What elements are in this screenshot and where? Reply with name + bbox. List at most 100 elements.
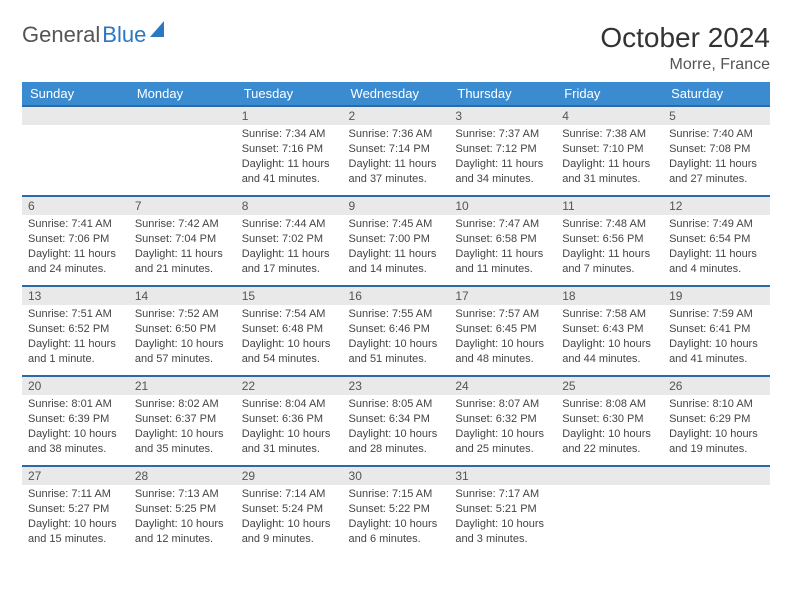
weekday-header: Sunday bbox=[22, 82, 129, 105]
sunset-line: Sunset: 6:43 PM bbox=[562, 322, 657, 337]
day-body: Sunrise: 7:45 AMSunset: 7:00 PMDaylight:… bbox=[343, 215, 450, 280]
day-number: 26 bbox=[663, 375, 770, 395]
day-body: Sunrise: 7:36 AMSunset: 7:14 PMDaylight:… bbox=[343, 125, 450, 190]
sunrise-line: Sunrise: 7:48 AM bbox=[562, 217, 657, 232]
sunrise-line: Sunrise: 8:07 AM bbox=[455, 397, 550, 412]
sunrise-line: Sunrise: 7:49 AM bbox=[669, 217, 764, 232]
day-body bbox=[556, 485, 663, 491]
day-number: 12 bbox=[663, 195, 770, 215]
sunrise-line: Sunrise: 7:36 AM bbox=[349, 127, 444, 142]
daylight-line: Daylight: 11 hours and 27 minutes. bbox=[669, 157, 764, 187]
daylight-line: Daylight: 10 hours and 28 minutes. bbox=[349, 427, 444, 457]
calendar-day-cell: 31Sunrise: 7:17 AMSunset: 5:21 PMDayligh… bbox=[449, 465, 556, 555]
sunrise-line: Sunrise: 8:10 AM bbox=[669, 397, 764, 412]
sunrise-line: Sunrise: 8:02 AM bbox=[135, 397, 230, 412]
sunset-line: Sunset: 6:46 PM bbox=[349, 322, 444, 337]
day-body bbox=[663, 485, 770, 491]
sunset-line: Sunset: 6:30 PM bbox=[562, 412, 657, 427]
daylight-line: Daylight: 11 hours and 21 minutes. bbox=[135, 247, 230, 277]
sunrise-line: Sunrise: 7:47 AM bbox=[455, 217, 550, 232]
daylight-line: Daylight: 10 hours and 48 minutes. bbox=[455, 337, 550, 367]
daylight-line: Daylight: 10 hours and 22 minutes. bbox=[562, 427, 657, 457]
daylight-line: Daylight: 10 hours and 6 minutes. bbox=[349, 517, 444, 547]
calendar-day-cell: 19Sunrise: 7:59 AMSunset: 6:41 PMDayligh… bbox=[663, 285, 770, 375]
sunrise-line: Sunrise: 7:44 AM bbox=[242, 217, 337, 232]
daylight-line: Daylight: 10 hours and 25 minutes. bbox=[455, 427, 550, 457]
calendar-day-cell: 23Sunrise: 8:05 AMSunset: 6:34 PMDayligh… bbox=[343, 375, 450, 465]
day-number: 4 bbox=[556, 105, 663, 125]
sunrise-line: Sunrise: 7:34 AM bbox=[242, 127, 337, 142]
day-number bbox=[663, 465, 770, 485]
day-body bbox=[22, 125, 129, 131]
calendar-day-cell: 27Sunrise: 7:11 AMSunset: 5:27 PMDayligh… bbox=[22, 465, 129, 555]
calendar-day-cell bbox=[663, 465, 770, 555]
sunset-line: Sunset: 6:48 PM bbox=[242, 322, 337, 337]
day-number: 5 bbox=[663, 105, 770, 125]
day-body: Sunrise: 7:55 AMSunset: 6:46 PMDaylight:… bbox=[343, 305, 450, 370]
calendar-day-cell: 30Sunrise: 7:15 AMSunset: 5:22 PMDayligh… bbox=[343, 465, 450, 555]
day-body: Sunrise: 7:13 AMSunset: 5:25 PMDaylight:… bbox=[129, 485, 236, 550]
sunrise-line: Sunrise: 7:15 AM bbox=[349, 487, 444, 502]
day-body: Sunrise: 7:49 AMSunset: 6:54 PMDaylight:… bbox=[663, 215, 770, 280]
day-body: Sunrise: 8:05 AMSunset: 6:34 PMDaylight:… bbox=[343, 395, 450, 460]
day-number bbox=[556, 465, 663, 485]
sunset-line: Sunset: 5:25 PM bbox=[135, 502, 230, 517]
day-body: Sunrise: 7:17 AMSunset: 5:21 PMDaylight:… bbox=[449, 485, 556, 550]
daylight-line: Daylight: 11 hours and 17 minutes. bbox=[242, 247, 337, 277]
day-number: 27 bbox=[22, 465, 129, 485]
day-number: 11 bbox=[556, 195, 663, 215]
calendar-week-row: 6Sunrise: 7:41 AMSunset: 7:06 PMDaylight… bbox=[22, 195, 770, 285]
sunrise-line: Sunrise: 7:54 AM bbox=[242, 307, 337, 322]
day-number: 20 bbox=[22, 375, 129, 395]
day-body: Sunrise: 7:11 AMSunset: 5:27 PMDaylight:… bbox=[22, 485, 129, 550]
calendar-week-row: 13Sunrise: 7:51 AMSunset: 6:52 PMDayligh… bbox=[22, 285, 770, 375]
calendar-day-cell: 17Sunrise: 7:57 AMSunset: 6:45 PMDayligh… bbox=[449, 285, 556, 375]
day-number: 31 bbox=[449, 465, 556, 485]
sunset-line: Sunset: 7:02 PM bbox=[242, 232, 337, 247]
day-number: 22 bbox=[236, 375, 343, 395]
sunset-line: Sunset: 5:24 PM bbox=[242, 502, 337, 517]
daylight-line: Daylight: 10 hours and 3 minutes. bbox=[455, 517, 550, 547]
weekday-header: Monday bbox=[129, 82, 236, 105]
sunrise-line: Sunrise: 7:59 AM bbox=[669, 307, 764, 322]
calendar-day-cell: 16Sunrise: 7:55 AMSunset: 6:46 PMDayligh… bbox=[343, 285, 450, 375]
daylight-line: Daylight: 10 hours and 54 minutes. bbox=[242, 337, 337, 367]
sunrise-line: Sunrise: 7:11 AM bbox=[28, 487, 123, 502]
calendar-day-cell: 24Sunrise: 8:07 AMSunset: 6:32 PMDayligh… bbox=[449, 375, 556, 465]
daylight-line: Daylight: 11 hours and 11 minutes. bbox=[455, 247, 550, 277]
calendar-day-cell: 2Sunrise: 7:36 AMSunset: 7:14 PMDaylight… bbox=[343, 105, 450, 195]
daylight-line: Daylight: 10 hours and 57 minutes. bbox=[135, 337, 230, 367]
logo-word-1: General bbox=[22, 22, 100, 48]
day-number: 9 bbox=[343, 195, 450, 215]
day-number: 13 bbox=[22, 285, 129, 305]
day-number: 7 bbox=[129, 195, 236, 215]
day-number: 29 bbox=[236, 465, 343, 485]
sunrise-line: Sunrise: 7:57 AM bbox=[455, 307, 550, 322]
day-body: Sunrise: 7:47 AMSunset: 6:58 PMDaylight:… bbox=[449, 215, 556, 280]
day-number: 25 bbox=[556, 375, 663, 395]
sunset-line: Sunset: 6:32 PM bbox=[455, 412, 550, 427]
day-body: Sunrise: 7:44 AMSunset: 7:02 PMDaylight:… bbox=[236, 215, 343, 280]
day-number: 15 bbox=[236, 285, 343, 305]
sunset-line: Sunset: 7:10 PM bbox=[562, 142, 657, 157]
day-number: 2 bbox=[343, 105, 450, 125]
title-block: October 2024 Morre, France bbox=[600, 22, 770, 74]
daylight-line: Daylight: 10 hours and 31 minutes. bbox=[242, 427, 337, 457]
sunset-line: Sunset: 6:58 PM bbox=[455, 232, 550, 247]
sunrise-line: Sunrise: 7:45 AM bbox=[349, 217, 444, 232]
day-body: Sunrise: 7:14 AMSunset: 5:24 PMDaylight:… bbox=[236, 485, 343, 550]
calendar-day-cell: 7Sunrise: 7:42 AMSunset: 7:04 PMDaylight… bbox=[129, 195, 236, 285]
sunset-line: Sunset: 6:41 PM bbox=[669, 322, 764, 337]
weekday-header: Friday bbox=[556, 82, 663, 105]
sunrise-line: Sunrise: 7:41 AM bbox=[28, 217, 123, 232]
day-body: Sunrise: 7:40 AMSunset: 7:08 PMDaylight:… bbox=[663, 125, 770, 190]
day-body: Sunrise: 8:10 AMSunset: 6:29 PMDaylight:… bbox=[663, 395, 770, 460]
daylight-line: Daylight: 11 hours and 14 minutes. bbox=[349, 247, 444, 277]
sunset-line: Sunset: 7:14 PM bbox=[349, 142, 444, 157]
calendar-day-cell: 25Sunrise: 8:08 AMSunset: 6:30 PMDayligh… bbox=[556, 375, 663, 465]
day-number: 10 bbox=[449, 195, 556, 215]
day-number: 28 bbox=[129, 465, 236, 485]
day-number: 3 bbox=[449, 105, 556, 125]
calendar-day-cell: 8Sunrise: 7:44 AMSunset: 7:02 PMDaylight… bbox=[236, 195, 343, 285]
day-body: Sunrise: 7:34 AMSunset: 7:16 PMDaylight:… bbox=[236, 125, 343, 190]
